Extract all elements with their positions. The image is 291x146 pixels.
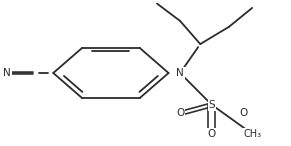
Text: N: N — [3, 68, 11, 78]
Text: S: S — [208, 100, 215, 110]
Text: O: O — [208, 129, 216, 139]
Text: O: O — [239, 108, 248, 119]
Text: CH₃: CH₃ — [243, 129, 261, 139]
Text: O: O — [176, 108, 184, 119]
Text: N: N — [176, 68, 184, 78]
